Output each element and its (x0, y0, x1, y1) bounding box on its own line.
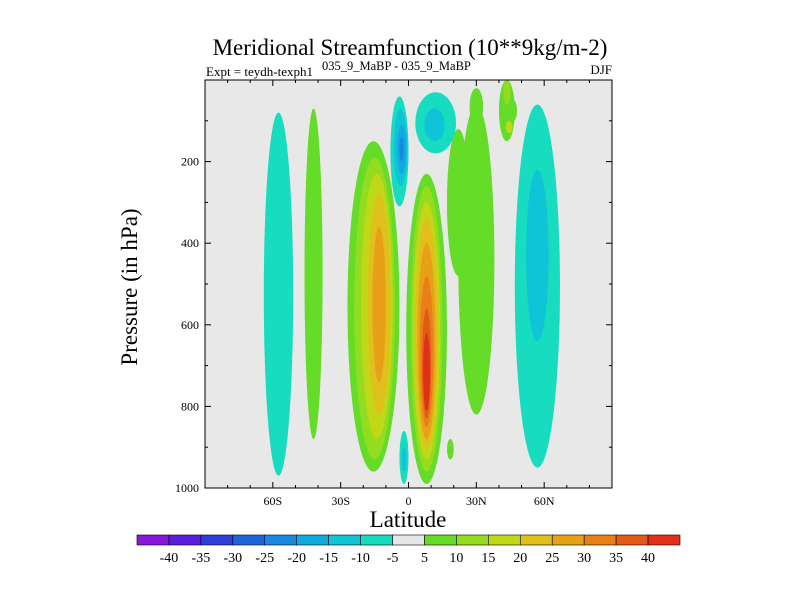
contour-region-top-nh-positive (503, 80, 511, 105)
y-tick-label: 200 (181, 155, 199, 169)
colorbar-swatch (647, 534, 681, 546)
x-tick-label: 30N (466, 494, 487, 508)
y-tick-label: 600 (181, 318, 199, 332)
season-label: DJF (590, 62, 612, 77)
contour-region-upper-tropical-negative (399, 137, 404, 162)
colorbar-label: 25 (545, 551, 559, 566)
colorbar-swatch (424, 534, 457, 546)
x-tick-label: 30S (331, 494, 350, 508)
contour-region-upper-nh-positive (505, 120, 513, 134)
contour-region-small-nh-positive (510, 100, 518, 121)
colorbar-label: -10 (351, 551, 370, 566)
colorbar-label: 35 (609, 551, 623, 566)
colorbar-swatch (615, 534, 649, 546)
colorbar-label: -25 (255, 551, 274, 566)
colorbar-label: 40 (641, 551, 655, 566)
contour-region-nh-hadley-cell (423, 332, 430, 411)
colorbar-swatch (392, 534, 425, 546)
contour-region-sh-southern-band (304, 108, 323, 440)
experiment-b: 035_9_MaBP (401, 59, 471, 73)
colorbar-swatch (551, 534, 585, 546)
experiment-diff-label: 035_9_MaBP - 035_9_MaBP (322, 59, 471, 73)
contour-region-nh-outer-band (446, 128, 470, 276)
experiment-separator: - (391, 59, 401, 73)
colorbar-label: -40 (160, 551, 179, 566)
x-tick-label: 0 (406, 494, 412, 508)
experiment-label: Expt = teydh-texph1 (206, 64, 313, 79)
x-axis: 60S 30S 0 30N 60N (227, 80, 590, 508)
colorbar-swatch (200, 534, 234, 546)
y-axis: 200 400 600 800 1000 (175, 120, 612, 495)
contour-region-lower-tropical-negative (401, 447, 407, 472)
contour-region-sh-southern-band (263, 112, 294, 476)
colorbar-swatch (488, 534, 521, 546)
colorbar-label: -15 (319, 551, 338, 566)
colorbar-swatch (296, 534, 329, 546)
colorbar-swatch (456, 534, 489, 546)
colorbar-label: 10 (449, 551, 463, 566)
contour-layer (263, 80, 560, 484)
x-axis-label: Latitude (370, 507, 447, 532)
experiment-a: 035_9_MaBP (322, 59, 392, 73)
colorbar-swatch (232, 534, 266, 546)
colorbar-label: -5 (387, 551, 399, 566)
x-tick-label: 60S (263, 494, 282, 508)
contour-region-small-sh-positive (446, 439, 454, 460)
colorbar-label: -20 (287, 551, 306, 566)
colorbar-label: 5 (421, 551, 428, 566)
y-tick-label: 1000 (175, 481, 199, 495)
contour-region-upper-nh-positive (469, 88, 484, 125)
x-tick-label: 60N (534, 494, 555, 508)
y-tick-label: 400 (181, 236, 199, 250)
y-axis-label: Pressure (in hPa) (117, 208, 142, 365)
colorbar-label: 30 (577, 551, 591, 566)
colorbar-swatch (583, 534, 617, 546)
contour-region-upper-nh-negative (424, 108, 445, 142)
contour-region-sh-subtropical-cell (372, 226, 386, 382)
colorbar-swatch (328, 534, 361, 546)
colorbar-label: 15 (481, 551, 495, 566)
colorbar-swatch (360, 534, 393, 546)
colorbar-swatch (136, 534, 170, 546)
colorbar-swatch (264, 534, 298, 546)
colorbar-swatch (519, 534, 553, 546)
colorbar-label: -30 (223, 551, 242, 566)
colorbar-swatch (168, 534, 202, 546)
colorbar-label: -35 (192, 551, 211, 566)
colorbar-label: 20 (513, 551, 527, 566)
colorbar: -40 -35 -30 -25 -20 -15 -10 -5 5 10 15 20 25 30 35 40 (136, 534, 681, 566)
chart-title: Meridional Streamfunction (10**9kg/m-2) (213, 35, 608, 60)
y-tick-label: 800 (181, 399, 199, 413)
contour-region-nh-midlat-band (526, 169, 549, 342)
